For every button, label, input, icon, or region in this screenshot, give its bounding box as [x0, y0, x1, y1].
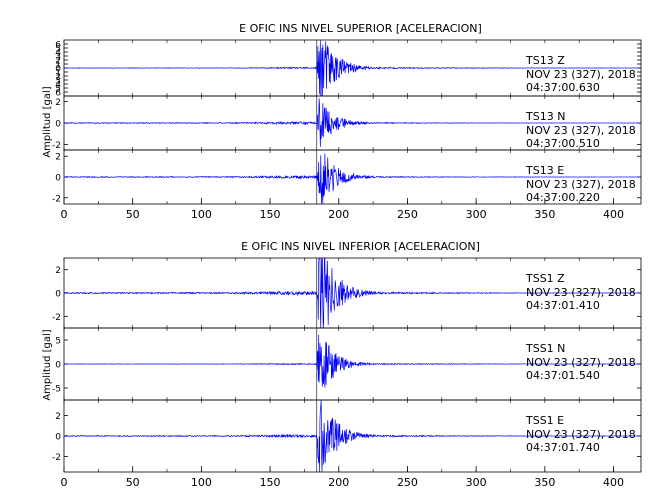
panel-2: E OFIC INS NIVEL INFERIOR [ACELERACION] A… — [42, 240, 642, 489]
y-tick-label: -2 — [52, 313, 61, 323]
x-tick-label: 250 — [397, 476, 418, 489]
panel-title: E OFIC INS NIVEL SUPERIOR [ACELERACION] — [239, 22, 482, 35]
y-tick-label: 0 — [55, 433, 61, 443]
x-tick-label: 100 — [191, 476, 212, 489]
y-tick-label: 5 — [55, 45, 61, 55]
y-tick-label: 6 — [55, 41, 61, 51]
x-tick-label: 400 — [603, 208, 624, 221]
y-tick-label: -2 — [52, 453, 61, 463]
x-tick-label: 200 — [328, 208, 349, 221]
y-axis-label: Amplitud [gal] — [42, 86, 53, 157]
x-tick-label: 350 — [534, 476, 555, 489]
x-tick-label: 250 — [397, 208, 418, 221]
waveform-line — [63, 399, 642, 473]
y-axis-label: Amplitud [gal] — [42, 329, 53, 400]
x-tick-label: 300 — [466, 208, 487, 221]
y-tick-label: 2 — [55, 73, 61, 83]
record-date: NOV 23 (327), 2018 — [526, 68, 636, 81]
waveform-line — [63, 334, 642, 388]
y-tick-label: -2 — [52, 141, 61, 151]
waveform-line — [63, 40, 642, 97]
station-label: TSS1 E — [525, 414, 564, 427]
x-tick-label: 300 — [466, 476, 487, 489]
record-date: NOV 23 (327), 2018 — [526, 356, 636, 369]
x-tick-label: 0 — [61, 476, 68, 489]
x-tick-label: 400 — [603, 476, 624, 489]
y-tick-label: -5 — [52, 385, 61, 395]
record-date: NOV 23 (327), 2018 — [526, 178, 636, 191]
panel-1: E OFIC INS NIVEL SUPERIOR [ACELERACION] A… — [42, 22, 642, 221]
record-time: 04:37:00.220 — [526, 191, 600, 204]
y-tick-label: 2 — [55, 57, 61, 67]
record-date: NOV 23 (327), 2018 — [526, 428, 636, 441]
y-tick-label: 0 — [55, 290, 61, 300]
y-tick-label: 2 — [55, 412, 61, 422]
y-tick-label: 2 — [55, 266, 61, 276]
x-tick-label: 50 — [126, 476, 140, 489]
station-label: TSS1 N — [525, 342, 565, 355]
x-tick-label: 0 — [61, 208, 68, 221]
x-tick-label: 150 — [260, 208, 281, 221]
record-time: 04:37:01.540 — [526, 369, 600, 382]
x-tick-label: 50 — [126, 208, 140, 221]
y-tick-label: 3 — [55, 77, 61, 87]
waveform-line — [63, 153, 642, 205]
station-label: TS13 Z — [525, 54, 565, 67]
x-tick-label: 100 — [191, 208, 212, 221]
y-tick-label: 0 — [55, 361, 61, 371]
y-tick-label: 0 — [55, 65, 61, 75]
y-tick-label: 5 — [55, 337, 61, 347]
station-label: TS13 E — [525, 164, 564, 177]
y-tick-label: 1 — [55, 69, 61, 79]
y-tick-label: 6 — [55, 89, 61, 99]
y-tick-label: 3 — [55, 53, 61, 63]
y-tick-label: -2 — [52, 194, 61, 204]
record-time: 04:37:01.740 — [526, 441, 600, 454]
panel-title: E OFIC INS NIVEL INFERIOR [ACELERACION] — [241, 240, 480, 253]
y-tick-label: 0 — [55, 174, 61, 184]
record-date: NOV 23 (327), 2018 — [526, 124, 636, 137]
record-time: 04:37:01.410 — [526, 299, 600, 312]
y-tick-label: 1 — [55, 61, 61, 71]
record-date: NOV 23 (327), 2018 — [526, 286, 636, 299]
y-tick-label: 0 — [55, 120, 61, 130]
y-tick-label: 4 — [55, 81, 61, 91]
y-tick-label: 2 — [55, 98, 61, 108]
y-tick-label: 5 — [55, 85, 61, 95]
record-time: 04:37:00.510 — [526, 137, 600, 150]
record-time: 04:37:00.630 — [526, 81, 600, 94]
x-tick-label: 350 — [534, 208, 555, 221]
y-tick-label: 4 — [55, 49, 61, 59]
station-label: TSS1 Z — [525, 272, 565, 285]
station-label: TS13 N — [525, 110, 565, 123]
waveform-line — [63, 257, 642, 329]
x-tick-label: 200 — [328, 476, 349, 489]
waveform-line — [63, 98, 642, 147]
x-tick-label: 150 — [260, 476, 281, 489]
y-tick-label: 2 — [55, 153, 61, 163]
